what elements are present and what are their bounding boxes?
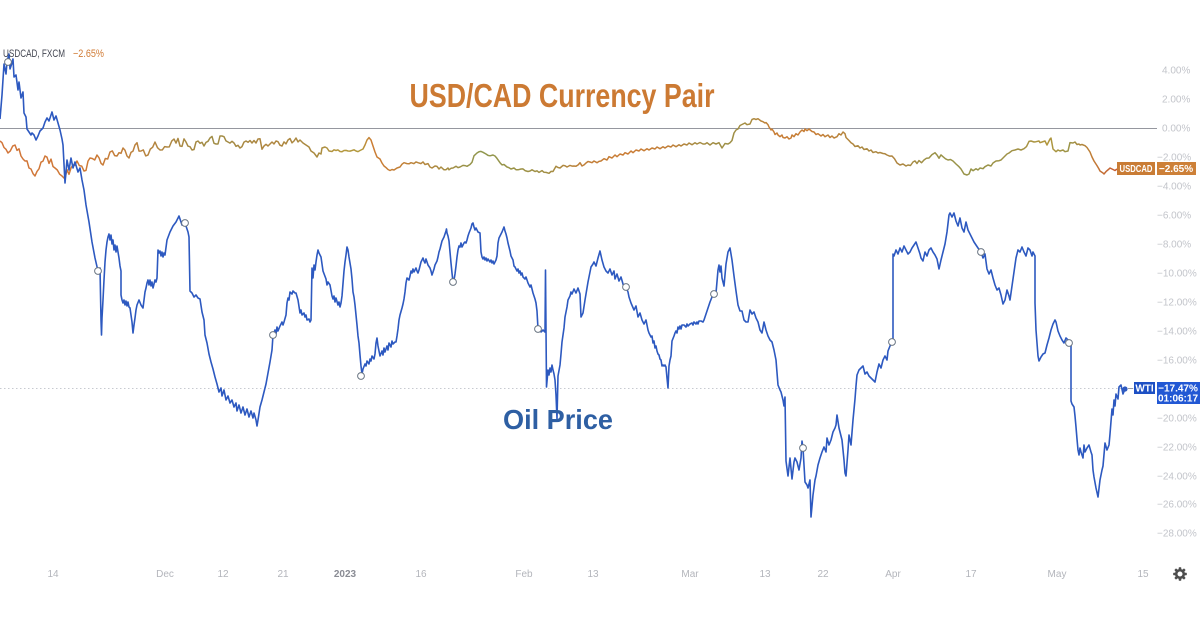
svg-text:Oil Price: Oil Price xyxy=(503,404,613,435)
svg-text:2023: 2023 xyxy=(334,569,357,580)
svg-text:May: May xyxy=(1048,569,1067,580)
svg-text:−8.00%: −8.00% xyxy=(1157,240,1191,251)
svg-text:−16.00%: −16.00% xyxy=(1157,356,1197,367)
svg-text:2.00%: 2.00% xyxy=(1162,95,1190,106)
svg-text:−24.00%: −24.00% xyxy=(1157,472,1197,483)
svg-text:17: 17 xyxy=(965,569,977,580)
svg-text:−2.65%: −2.65% xyxy=(1159,164,1193,175)
svg-text:15: 15 xyxy=(1137,569,1149,580)
svg-text:01:06:17: 01:06:17 xyxy=(1158,394,1198,405)
svg-text:−6.00%: −6.00% xyxy=(1157,211,1191,222)
svg-text:12: 12 xyxy=(217,569,229,580)
svg-text:WTI: WTI xyxy=(1135,384,1154,395)
svg-text:0.00%: 0.00% xyxy=(1162,124,1190,135)
svg-text:−10.00%: −10.00% xyxy=(1157,269,1197,280)
svg-text:14: 14 xyxy=(47,569,59,580)
svg-text:−20.00%: −20.00% xyxy=(1157,414,1197,425)
svg-text:Dec: Dec xyxy=(156,569,174,580)
svg-text:USDCAD, FXCM: USDCAD, FXCM xyxy=(3,48,65,60)
svg-text:−2.65%: −2.65% xyxy=(73,48,104,60)
svg-text:22: 22 xyxy=(817,569,829,580)
svg-text:Feb: Feb xyxy=(515,569,533,580)
svg-text:−26.00%: −26.00% xyxy=(1157,500,1197,511)
svg-text:−28.00%: −28.00% xyxy=(1157,529,1197,540)
svg-text:16: 16 xyxy=(415,569,427,580)
svg-text:21: 21 xyxy=(277,569,289,580)
svg-text:−17.47%: −17.47% xyxy=(1158,384,1198,395)
svg-text:−22.00%: −22.00% xyxy=(1157,443,1197,454)
svg-text:Mar: Mar xyxy=(681,569,699,580)
svg-text:−12.00%: −12.00% xyxy=(1157,298,1197,309)
svg-text:13: 13 xyxy=(759,569,771,580)
svg-text:USD/CAD Currency Pair: USD/CAD Currency Pair xyxy=(410,77,715,114)
svg-text:Apr: Apr xyxy=(885,569,901,580)
svg-text:−4.00%: −4.00% xyxy=(1157,182,1191,193)
svg-text:13: 13 xyxy=(587,569,599,580)
svg-text:USDCAD: USDCAD xyxy=(1120,164,1153,175)
svg-text:−14.00%: −14.00% xyxy=(1157,327,1197,338)
svg-text:−2.00%: −2.00% xyxy=(1157,153,1191,164)
svg-text:4.00%: 4.00% xyxy=(1162,66,1190,77)
